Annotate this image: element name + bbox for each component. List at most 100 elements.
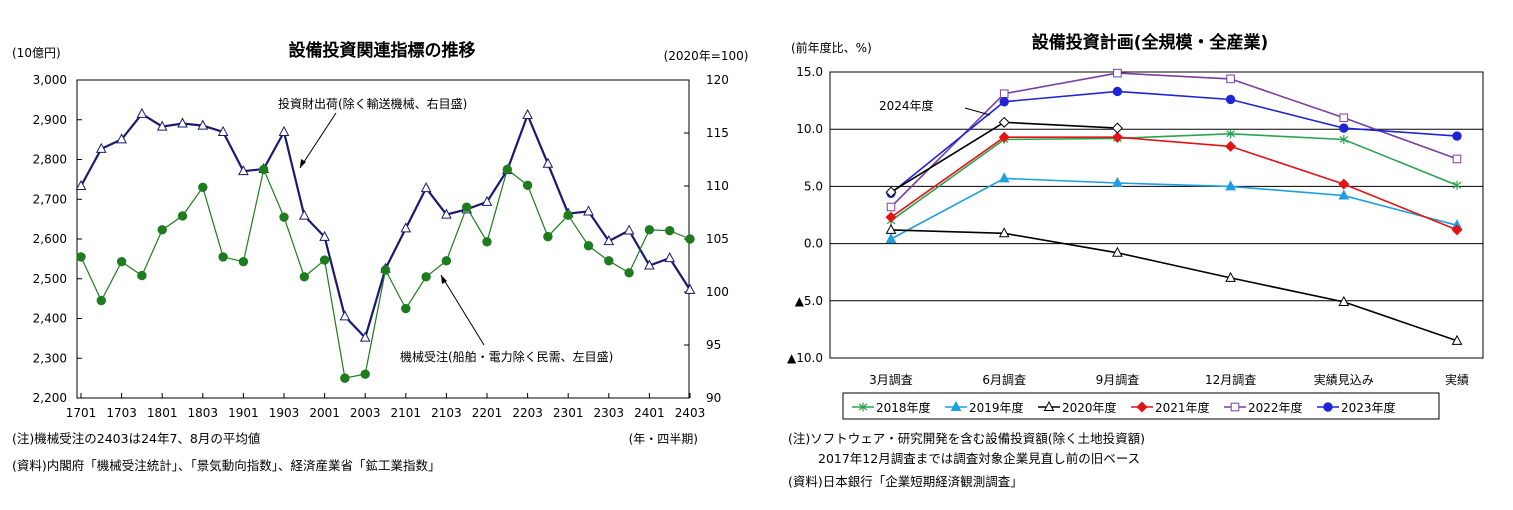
left-series-0-point <box>319 230 330 241</box>
right-y-tick-label: 0.0 <box>804 237 823 251</box>
left-series-1-point <box>604 256 614 266</box>
right-series-6-point <box>998 116 1010 128</box>
right-source: (資料)日本銀行「企業短期経済観測調査」 <box>788 474 1023 489</box>
left-series-1-point <box>198 182 208 193</box>
annotation-shipments: 投資財出荷(除く輸送機械、右目盛) <box>278 96 467 111</box>
legend-label: 2019年度 <box>969 400 1024 415</box>
left-series-1-point <box>279 212 289 222</box>
right-series-2-point <box>1338 295 1350 306</box>
left-y-tick-label: 2,700 <box>33 192 67 206</box>
left-series-1-point <box>360 369 370 379</box>
right-plot-frame <box>829 71 1484 359</box>
legend-label: 2023年度 <box>1341 400 1396 415</box>
right-series-6-point <box>885 186 897 198</box>
left-series-0-point <box>644 259 655 270</box>
left-series-1-point <box>441 256 452 266</box>
left-chart-title: 設備投資関連指標の推移 <box>289 40 476 61</box>
right-series-3-point <box>1225 140 1237 152</box>
left-series-0-point <box>217 125 229 136</box>
x-tick-label: 2001 <box>309 406 340 420</box>
right-y-tick-label: 95 <box>706 338 721 352</box>
left-series-1-point <box>218 252 228 262</box>
left-series-1-point <box>299 272 309 282</box>
left-series-0-point <box>603 235 615 246</box>
right-series-3-point <box>1338 178 1350 190</box>
right-series-5-point <box>1339 123 1349 133</box>
x-tick-label: 2201 <box>472 406 503 420</box>
right-legend-box <box>842 392 1440 420</box>
x-tick-label: 2403 <box>675 406 706 420</box>
right-series-2-point <box>1225 271 1236 282</box>
left-series-1-point <box>319 255 330 265</box>
left-series-1-point <box>665 225 675 236</box>
annotation-shipments-arrowhead <box>300 159 306 168</box>
left-series-0-point <box>238 165 249 176</box>
legend-label: 2022年度 <box>1248 400 1303 415</box>
right-series-2-point <box>1112 246 1123 257</box>
right-series-2-point <box>998 227 1010 238</box>
right-series-line-5 <box>890 90 1458 194</box>
x-tick-label: 1801 <box>147 406 178 420</box>
right-series-0-point <box>1226 129 1235 139</box>
left-chart: 設備投資関連指標の推移 (10億円) (2020年=100) 2,200 2,30… <box>12 40 748 473</box>
left-series-0-point <box>177 117 188 128</box>
left-series-0-point <box>400 222 412 233</box>
right-series-line-4 <box>890 72 1458 208</box>
right-series-3-point <box>998 131 1010 143</box>
annotation-orders-arrow <box>440 274 485 346</box>
left-series-0-point <box>197 119 209 130</box>
right-y-tick-label: ▲5.0 <box>795 294 823 308</box>
annotation-2024-line <box>964 107 991 116</box>
x-tick-label: 2203 <box>512 406 543 420</box>
left-series-1-point <box>421 272 431 282</box>
right-chart-unit: (前年度比、%) <box>791 40 872 55</box>
left-series-1-point <box>380 265 391 275</box>
right-series-5-point <box>1112 86 1123 97</box>
right-y-tick-label: 10.0 <box>796 122 823 136</box>
right-y-tick-label: 120 <box>706 73 729 87</box>
left-source: (資料)内閣府「機械受注統計」、「景気動向指数」、経済産業省「鉱工業指数」 <box>12 458 441 473</box>
left-series-1-point <box>563 210 573 220</box>
right-series-0-point <box>1339 134 1349 144</box>
left-y-tick-label: 2,800 <box>33 153 67 167</box>
right-series-5-point <box>1452 131 1462 141</box>
left-series-0-point <box>420 182 432 193</box>
right-series-4-point <box>999 89 1009 99</box>
left-series-0-point <box>156 120 168 131</box>
left-series-0-point <box>522 108 533 119</box>
right-series-line-2 <box>890 229 1458 342</box>
right-y-tick-label: ▲10.0 <box>787 351 823 365</box>
left-series-1-point <box>177 211 188 221</box>
right-series-5-point <box>1225 94 1236 105</box>
left-series-1-point <box>238 256 249 267</box>
right-series-3-point <box>885 211 897 223</box>
right-series-6-point <box>1111 122 1123 134</box>
left-series-1-point <box>502 164 512 175</box>
left-y-tick-label: 2,500 <box>33 272 67 286</box>
left-series-1-point <box>462 202 472 212</box>
left-series-1-point <box>76 252 86 262</box>
x-tick-label: 2101 <box>391 406 422 420</box>
right-series-line-0 <box>890 132 1458 222</box>
left-series-1-point <box>259 164 269 175</box>
x-tick-label: 2303 <box>594 406 625 420</box>
right-y-tick-label: 100 <box>706 285 729 299</box>
right-series-3-point <box>1111 131 1123 143</box>
right-series-1-point <box>1225 180 1236 191</box>
x-tick-label: 1803 <box>188 406 219 420</box>
right-x-tick-label: 9月調査 <box>1096 373 1140 387</box>
right-chart-series <box>885 68 1463 345</box>
left-series-1-point <box>137 270 147 281</box>
right-series-2-point <box>1451 334 1463 345</box>
right-note-1: (注)ソフトウェア・研究開発を含む設備投資額(除く土地投資額) <box>788 431 1145 446</box>
left-series-0-point <box>623 224 635 235</box>
left-y-tick-label: 2,400 <box>33 312 67 326</box>
left-series-0-point <box>684 283 696 294</box>
annotation-orders-arrowhead <box>441 275 447 284</box>
x-tick-label: 1903 <box>269 406 300 420</box>
annotation-2024: 2024年度 <box>879 98 934 113</box>
right-y-tick-label: 15.0 <box>796 65 823 79</box>
right-series-5-point <box>999 97 1009 107</box>
x-tick-label: 1701 <box>66 406 97 420</box>
